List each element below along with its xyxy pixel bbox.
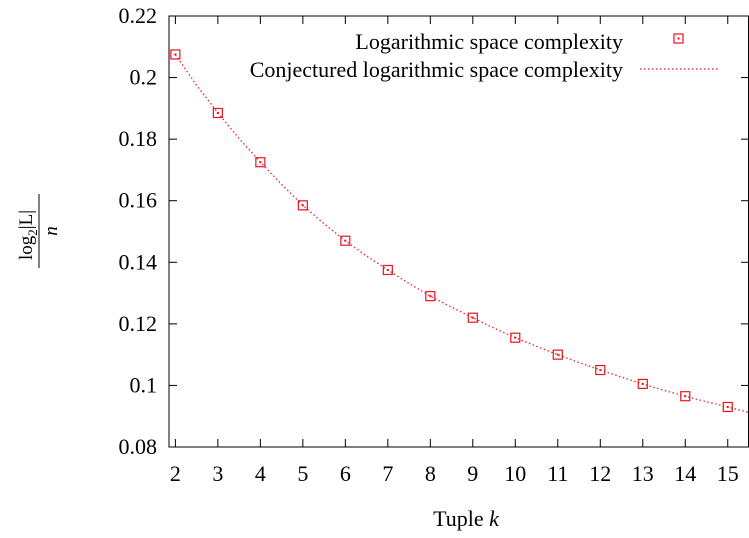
data-point <box>595 364 606 376</box>
x-tick-label: 4 <box>255 461 266 486</box>
data-point-center <box>556 353 559 356</box>
y-axis: 0.08 0.1 0.12 0.14 0.16 0.18 0.2 0.22 <box>119 3 749 459</box>
data-point <box>297 200 308 211</box>
x-tick-label: 10 <box>504 461 526 486</box>
y-tick-label: 0.12 <box>119 311 158 336</box>
x-tick-label: 13 <box>632 461 654 486</box>
data-point <box>722 401 733 413</box>
legend-label-measured: Logarithmic space complexity <box>355 29 623 54</box>
y-tick-label: 0.18 <box>119 126 158 151</box>
data-point <box>637 378 648 389</box>
x-tick-label: 3 <box>212 461 223 486</box>
legend-marker-square <box>673 33 684 44</box>
data-point <box>170 49 181 60</box>
data-point-center <box>429 295 432 298</box>
legend-label-conjectured: Conjectured logarithmic space complexity <box>250 57 623 82</box>
x-tick-label: 2 <box>170 461 181 486</box>
y-tick-label: 0.2 <box>130 65 158 90</box>
x-title-text: Tuple <box>433 506 489 531</box>
y-tick-label: 0.1 <box>130 372 158 397</box>
x-tick-label: 7 <box>382 461 393 486</box>
x-tick-label: 8 <box>425 461 436 486</box>
series-measured <box>170 49 733 413</box>
y-axis-title: log2|L| n <box>16 194 62 268</box>
data-point-center <box>471 316 474 319</box>
x-tick-label: 12 <box>589 461 611 486</box>
data-point-center <box>641 382 644 385</box>
x-tick-label: 14 <box>674 461 696 486</box>
data-point-center <box>216 111 219 114</box>
legend-marker-dot <box>677 37 680 40</box>
data-point-center <box>726 405 729 408</box>
x-tick-label: 9 <box>467 461 478 486</box>
data-point <box>510 332 521 343</box>
data-point <box>467 312 478 323</box>
y-title-log: log <box>16 235 37 260</box>
data-point-center <box>599 369 602 372</box>
data-point <box>680 391 691 402</box>
data-point-center <box>684 395 687 398</box>
x-axis-title: Tuple k <box>433 506 500 531</box>
data-point <box>552 349 563 360</box>
x-axis: 2 3 4 5 6 7 8 9 10 11 12 13 14 15 <box>170 16 739 486</box>
data-point-center <box>259 161 262 164</box>
x-tick-label: 15 <box>717 461 739 486</box>
data-point-center <box>386 268 389 271</box>
legend: Logarithmic space complexity Conjectured… <box>250 29 718 82</box>
x-tick-label: 5 <box>297 461 308 486</box>
y-title-denominator: n <box>41 226 62 236</box>
data-point <box>340 235 351 246</box>
series-conjectured <box>174 54 749 414</box>
conjectured-curve <box>174 54 749 414</box>
data-point-center <box>301 204 304 207</box>
x-tick-label: 11 <box>547 461 568 486</box>
y-tick-label: 0.22 <box>119 3 158 28</box>
y-title-body: |L| <box>16 210 37 229</box>
data-point <box>425 291 436 302</box>
data-point <box>255 157 266 168</box>
data-point-center <box>344 239 347 242</box>
data-point-center <box>174 53 177 56</box>
data-point-center <box>514 336 517 339</box>
y-tick-label: 0.08 <box>119 434 158 459</box>
y-tick-label: 0.14 <box>119 249 158 274</box>
y-tick-label: 0.16 <box>119 188 158 213</box>
y-title-sub: 2 <box>25 229 40 236</box>
svg-text:log2|L|: log2|L| <box>16 210 40 260</box>
data-point <box>212 107 223 119</box>
x-title-var: k <box>489 506 500 531</box>
data-point <box>382 264 393 276</box>
x-tick-label: 6 <box>340 461 351 486</box>
